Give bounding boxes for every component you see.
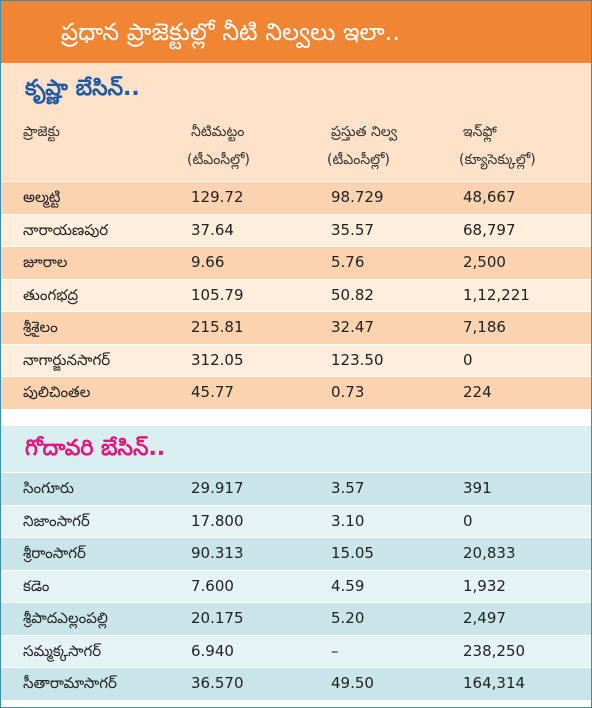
value-cell: 17.800 (191, 511, 244, 530)
row-bg (1, 278, 591, 311)
project-name: సీతారామాసాగర్ (23, 674, 117, 692)
value-cell: 105.79 (191, 285, 244, 304)
value-cell: 238,250 (463, 641, 526, 660)
value-cell: 2,497 (463, 609, 506, 627)
value-cell: 20,833 (463, 544, 516, 562)
section-heading: గోదావరి బేసిన్.. (25, 436, 166, 461)
value-cell: 129.72 (191, 188, 244, 206)
row-bg (1, 667, 591, 700)
value-cell: 36.570 (191, 674, 244, 692)
value-cell: 9.66 (191, 253, 225, 271)
column-unit: (టీఎంసీల్లో) (327, 152, 391, 168)
value-cell: 1,932 (463, 576, 506, 595)
project-name: అల్మట్టి (23, 188, 61, 206)
value-cell: 1,12,221 (463, 285, 530, 304)
column-unit: (టీఎంసీల్లో) (187, 152, 251, 168)
row-bg (1, 634, 591, 667)
row-bg (1, 311, 591, 344)
value-cell: 29.917 (191, 479, 244, 497)
value-cell: 391 (463, 479, 492, 497)
row-bg (1, 343, 591, 376)
value-cell: – (331, 641, 339, 660)
value-cell: 312.05 (191, 350, 244, 369)
value-cell: 15.05 (331, 544, 374, 562)
project-name: పులిచింతల (23, 383, 91, 401)
column-unit: (క్యూసెక్కుల్లో) (459, 152, 536, 168)
value-cell: 20.175 (191, 609, 244, 627)
value-cell: 98.729 (331, 188, 384, 206)
value-cell: 164,314 (463, 674, 526, 692)
project-name: నాగార్జునసాగర్ (23, 350, 111, 369)
row-bg (1, 376, 591, 409)
value-cell: 215.81 (191, 318, 244, 336)
project-name: జూరాల (23, 253, 68, 271)
value-cell: 5.76 (331, 253, 365, 271)
value-cell: 48,667 (463, 188, 516, 206)
value-cell: 0 (463, 511, 473, 530)
value-cell: 0 (463, 350, 473, 369)
project-name: శ్రీశైలం (23, 318, 58, 336)
column-header: ప్రాజెక్టు (23, 124, 60, 140)
value-cell: 7,186 (463, 318, 506, 336)
project-name: తుంగభద్ర (23, 285, 79, 304)
column-header: ప్రస్తుత నిల్వ (331, 124, 398, 140)
row-bg (1, 246, 591, 279)
value-cell: 50.82 (331, 285, 374, 304)
value-cell: 2,500 (463, 253, 506, 271)
project-name: శ్రీరాంసాగర్ (23, 544, 86, 562)
value-cell: 6.940 (191, 641, 234, 660)
value-cell: 90.313 (191, 544, 244, 562)
value-cell: 35.57 (331, 220, 374, 239)
value-cell: 45.77 (191, 383, 234, 401)
section-heading: కృష్ణా బేసిన్.. (25, 76, 140, 101)
value-cell: 123.50 (331, 350, 384, 369)
row-bg (1, 602, 591, 635)
title: ప్రధాన ప్రాజెక్టుల్లో నీటి నిల్వలు ఇలా.. (1, 1, 591, 63)
row-bg (1, 181, 591, 214)
value-cell: 4.59 (331, 576, 365, 595)
value-cell: 3.10 (331, 511, 365, 530)
row-bg (1, 472, 591, 505)
value-cell: 7.600 (191, 576, 234, 595)
value-cell: 68,797 (463, 220, 516, 239)
value-cell: 37.64 (191, 220, 234, 239)
project-name: శ్రీపాదఎల్లంపల్లి (23, 609, 108, 627)
row-bg (1, 537, 591, 570)
row-bg (1, 569, 591, 602)
value-cell: 3.57 (331, 479, 365, 497)
project-name: సింగూరు (23, 479, 74, 497)
value-cell: 5.20 (331, 609, 365, 627)
value-cell: 49.50 (331, 674, 374, 692)
column-header: ఇన్‌ఫ్లో (463, 124, 497, 140)
project-name: నారాయణపుర (23, 220, 109, 239)
project-name: నిజాంసాగర్ (23, 511, 90, 530)
project-name: కడెం (23, 576, 50, 595)
value-cell: 224 (463, 383, 492, 401)
row-bg (1, 504, 591, 537)
row-bg (1, 213, 591, 246)
column-header: నీటిమట్టం (191, 124, 245, 140)
value-cell: 32.47 (331, 318, 374, 336)
project-name: సమ్మక్కసాగర్ (23, 641, 102, 660)
value-cell: 0.73 (331, 383, 365, 401)
